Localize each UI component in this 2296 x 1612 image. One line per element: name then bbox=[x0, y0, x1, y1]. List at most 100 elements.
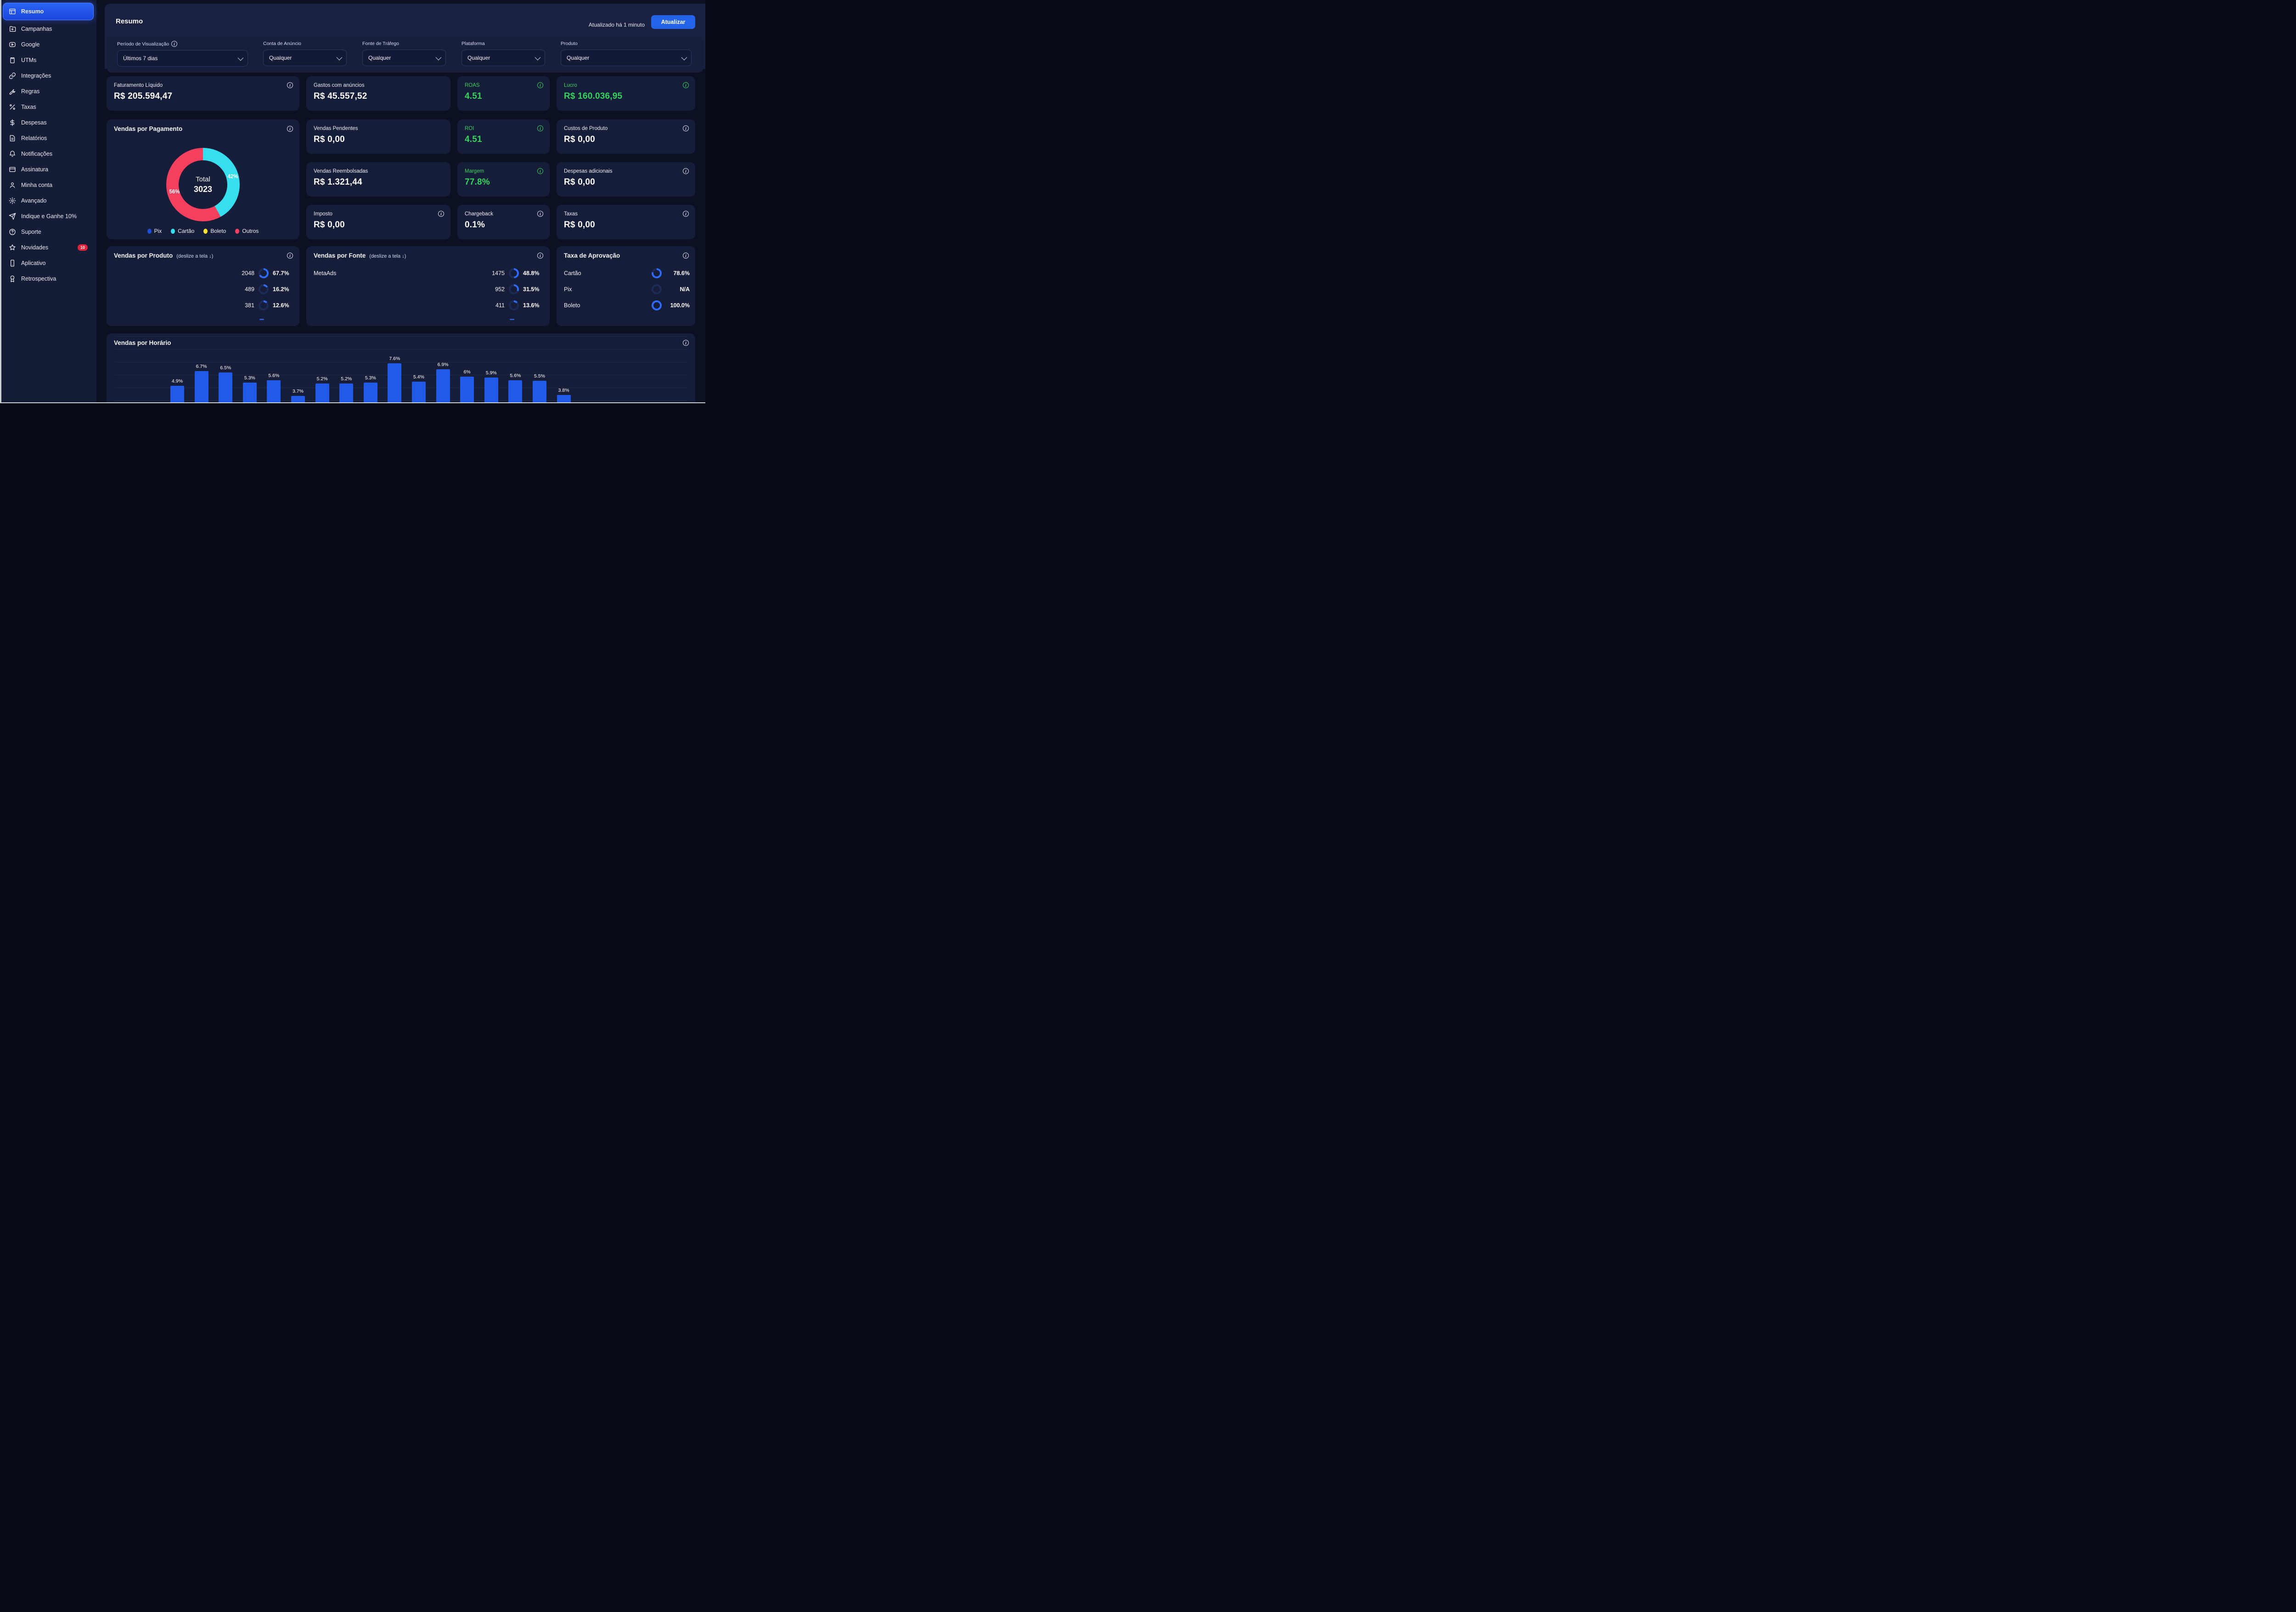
hourly-bar bbox=[267, 380, 281, 402]
row-name: Cartão bbox=[564, 270, 581, 276]
hourly-bar bbox=[436, 369, 450, 402]
filter-select[interactable]: Qualquer bbox=[461, 50, 545, 66]
legend-label: Pix bbox=[154, 228, 162, 234]
sidebar-item-taxas[interactable]: Taxas bbox=[3, 99, 93, 115]
hourly-bar-label: 5.4% bbox=[413, 374, 424, 380]
info-icon[interactable]: i bbox=[537, 211, 543, 217]
sidebar-item-label: Retrospectiva bbox=[21, 276, 56, 282]
filter-select[interactable]: Qualquer bbox=[561, 50, 692, 66]
filter-select[interactable]: Qualquer bbox=[362, 50, 446, 66]
sidebar-item-retrospectiva[interactable]: Retrospectiva bbox=[3, 271, 93, 287]
sidebar-item-assinatura[interactable]: Assinatura bbox=[3, 162, 93, 177]
info-icon[interactable]: i bbox=[287, 126, 293, 132]
sidebar-item-label: Assinatura bbox=[21, 166, 49, 173]
file-text-icon bbox=[9, 135, 16, 142]
sidebar-item-aplicativo[interactable]: Aplicativo bbox=[3, 255, 93, 271]
metric-card-gastos-com-an-ncios: Gastos com anúncios R$ 45.557,52 bbox=[306, 76, 450, 111]
sidebar-item-minha-conta[interactable]: Minha conta bbox=[3, 177, 93, 193]
legend-dot bbox=[203, 228, 208, 234]
info-icon[interactable]: i bbox=[683, 168, 689, 174]
metric-card-imposto: Imposto R$ 0,00 i bbox=[306, 205, 450, 239]
sidebar-item-resumo[interactable]: Resumo bbox=[3, 3, 94, 20]
sidebar-item-relat-rios[interactable]: Relatórios bbox=[3, 130, 93, 146]
filter-select[interactable]: Últimos 7 dias bbox=[117, 50, 248, 67]
sidebar-item-label: Despesas bbox=[21, 119, 47, 126]
hourly-bar bbox=[242, 383, 257, 402]
metric-card-despesas-adicionais: Despesas adicionais R$ 0,00 i bbox=[557, 162, 695, 197]
metric-label: ROAS bbox=[465, 83, 480, 88]
refresh-button[interactable]: Atualizar bbox=[651, 15, 695, 29]
info-icon[interactable]: i bbox=[683, 82, 689, 88]
hourly-bar bbox=[170, 386, 184, 402]
info-icon[interactable]: i bbox=[683, 125, 689, 131]
legend-item-pix[interactable]: Pix bbox=[147, 228, 162, 234]
info-icon[interactable]: i bbox=[287, 253, 293, 259]
info-icon[interactable]: i bbox=[537, 253, 543, 259]
list-row: Cartão 78.6% bbox=[564, 268, 690, 279]
filter-fonte-de-tr-fego: Fonte de Tráfego Qualquer bbox=[362, 41, 446, 66]
hourly-bar bbox=[363, 383, 377, 402]
info-icon[interactable]: i bbox=[438, 211, 444, 217]
sidebar-item-google[interactable]: Google bbox=[3, 37, 93, 52]
source-sales-title: Vendas por Fonte (deslize a tela ↓) bbox=[314, 252, 406, 259]
main-content: Resumo Atualizado há 1 minuto Atualizar … bbox=[105, 0, 705, 403]
last-updated-text: Atualizado há 1 minuto bbox=[588, 22, 645, 28]
row-name: MetaAds bbox=[314, 270, 337, 276]
metric-value: R$ 0,00 bbox=[314, 220, 345, 230]
hourly-bar-label: 6.9% bbox=[437, 362, 449, 368]
sidebar-item-avan-ado[interactable]: Avançado bbox=[3, 193, 93, 209]
sidebar-item-label: UTMs bbox=[21, 57, 37, 63]
sidebar-item-regras[interactable]: Regras bbox=[3, 84, 93, 99]
metric-label: Chargeback bbox=[465, 211, 494, 217]
payment-chart-card: Vendas por Pagamento i Total 3023 Pix Car… bbox=[107, 119, 299, 239]
sidebar-item-notifica-es[interactable]: Notificações bbox=[3, 146, 93, 162]
hourly-bar-label: 5.6% bbox=[268, 372, 280, 378]
hourly-bar bbox=[219, 372, 233, 402]
metric-value: 4.51 bbox=[465, 91, 482, 101]
metric-label: Margem bbox=[465, 169, 484, 174]
info-icon[interactable]: i bbox=[683, 340, 689, 346]
row-percentage: 67.7% bbox=[273, 270, 289, 276]
info-icon[interactable]: i bbox=[683, 253, 689, 259]
filter-selected-value: Qualquer bbox=[368, 55, 391, 61]
info-icon[interactable]: i bbox=[287, 82, 293, 88]
chevron-down-icon bbox=[336, 54, 343, 60]
list-row: 489 16.2% bbox=[114, 284, 294, 295]
sidebar-item-suporte[interactable]: Suporte bbox=[3, 224, 93, 240]
row-percentage: 16.2% bbox=[273, 286, 289, 293]
clipboard-icon bbox=[9, 56, 16, 64]
hourly-bar-label: 5.6% bbox=[510, 372, 521, 378]
sidebar-item-indique-e-ganhe-10-[interactable]: Indique e Ganhe 10% bbox=[3, 209, 93, 224]
metric-label: Despesas adicionais bbox=[564, 169, 613, 174]
info-icon[interactable]: i bbox=[683, 211, 689, 217]
progress-ring bbox=[652, 268, 662, 278]
payment-donut-chart: Total 3023 bbox=[166, 148, 240, 221]
filter-select[interactable]: Qualquer bbox=[263, 50, 347, 66]
metric-label: Taxas bbox=[564, 211, 578, 217]
sidebar-item-novidades[interactable]: Novidades 10 bbox=[3, 240, 93, 255]
sidebar-item-despesas[interactable]: Despesas bbox=[3, 115, 93, 130]
metric-value: 77.8% bbox=[465, 177, 490, 187]
info-icon[interactable]: i bbox=[537, 125, 543, 131]
metric-card-vendas-pendentes: Vendas Pendentes R$ 0,00 bbox=[306, 119, 450, 154]
progress-ring bbox=[652, 284, 662, 294]
sidebar-item-label: Suporte bbox=[21, 229, 41, 235]
filter-label: Produto bbox=[561, 41, 692, 46]
list-row: 411 13.6% bbox=[314, 300, 544, 311]
hourly-bar bbox=[194, 371, 208, 402]
hourly-bar-label: 5.2% bbox=[316, 376, 328, 382]
list-row: Boleto 100.0% bbox=[564, 300, 690, 311]
legend-item-outros[interactable]: Outros bbox=[235, 228, 259, 234]
sidebar-item-label: Campanhas bbox=[21, 26, 52, 32]
info-icon[interactable]: i bbox=[537, 82, 543, 88]
sidebar-item-integra-es[interactable]: Integrações bbox=[3, 68, 93, 84]
info-icon[interactable]: i bbox=[171, 41, 178, 47]
legend-item-cart-o[interactable]: Cartão bbox=[171, 228, 194, 234]
legend-item-boleto[interactable]: Boleto bbox=[203, 228, 226, 234]
info-icon[interactable]: i bbox=[537, 168, 543, 174]
chevron-down-icon bbox=[237, 55, 244, 61]
product-sales-title: Vendas por Produto (deslize a tela ↓) bbox=[114, 252, 214, 259]
sidebar-item-campanhas[interactable]: Campanhas bbox=[3, 21, 93, 37]
sidebar-item-utms[interactable]: UTMs bbox=[3, 52, 93, 68]
hourly-bar bbox=[291, 396, 305, 402]
